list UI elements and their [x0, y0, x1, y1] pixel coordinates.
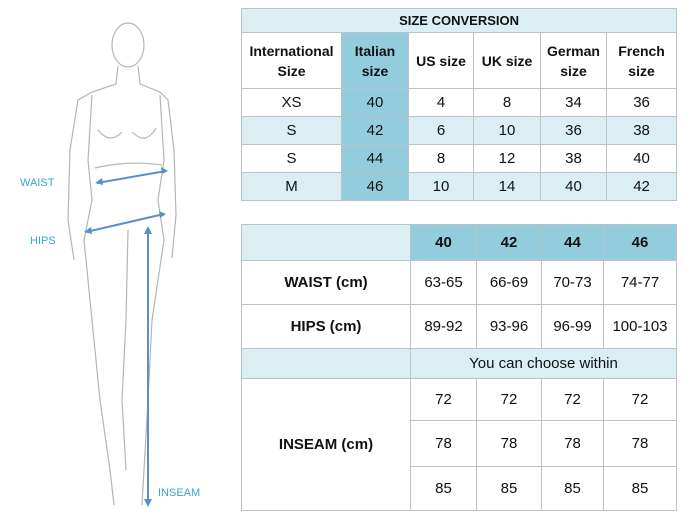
measure-cell: 100-103: [603, 304, 677, 349]
table-title: SIZE CONVERSION: [240, 8, 678, 33]
size-cell: M: [241, 172, 342, 201]
size-cell: 44: [341, 144, 409, 173]
inseam-label: INSEAM: [158, 487, 200, 499]
column-header: UK size: [473, 32, 541, 89]
note-spacer: [241, 348, 411, 379]
row-label: INSEAM (cm): [241, 378, 411, 511]
size-cell: 12: [473, 144, 541, 173]
measure-row: HIPS (cm) 89-92 93-96 96-99 100-103: [241, 304, 677, 349]
row-label: WAIST (cm): [241, 260, 411, 305]
title-row: SIZE CONVERSION: [240, 8, 678, 33]
header-row: International Size Italian size US size UK …: [241, 32, 678, 89]
inseam-row: INSEAM (cm) 72 72 72 72: [241, 378, 677, 511]
size-cell: XS: [241, 88, 342, 117]
size-header-row: 40 42 44 46: [241, 224, 677, 261]
inseam-cell: 85: [603, 466, 677, 511]
hips-label: HIPS: [30, 235, 56, 247]
size-cell: 14: [473, 172, 541, 201]
figure-sketch: WAIST HIPS INSEAM: [20, 22, 200, 507]
size-header: 40: [410, 224, 477, 261]
size-header: 44: [541, 224, 604, 261]
size-cell: 46: [341, 172, 409, 201]
size-header: 42: [476, 224, 542, 261]
corner-cell: [241, 224, 411, 261]
size-row: XS 40 4 8 34 36: [241, 88, 678, 117]
measure-cell: 70-73: [541, 260, 604, 305]
size-cell: 40: [605, 144, 678, 173]
size-cell: 38: [605, 116, 678, 145]
size-cell: 10: [408, 172, 474, 201]
size-cell: 40: [341, 88, 409, 117]
measure-row: WAIST (cm) 63-65 66-69 70-73 74-77: [241, 260, 677, 305]
measure-cell: 93-96: [476, 304, 542, 349]
size-header: 46: [603, 224, 677, 261]
inseam-cell: 85: [476, 466, 542, 511]
body-outline: [67, 22, 177, 506]
size-cell: 36: [540, 116, 607, 145]
inseam-cell: 85: [541, 466, 604, 511]
size-cell: 42: [605, 172, 678, 201]
inseam-cell: 72: [410, 378, 477, 421]
inseam-cell: 85: [410, 466, 477, 511]
size-cell: 34: [540, 88, 607, 117]
column-header: Italian size: [341, 32, 409, 89]
row-label: HIPS (cm): [241, 304, 411, 349]
inseam-cell: 78: [410, 420, 477, 467]
column-header: International Size: [241, 32, 342, 89]
size-cell: S: [241, 144, 342, 173]
measure-cell: 96-99: [541, 304, 604, 349]
waist-label: WAIST: [20, 177, 55, 189]
inseam-row: 85 85 85 85: [242, 466, 677, 511]
size-row: S 42 6 10 36 38: [241, 116, 678, 145]
size-cell: 8: [408, 144, 474, 173]
measurements-table: 40 42 44 46 WAIST (cm) 63-65 66-69 70-73 74-77 HI…: [241, 224, 677, 511]
size-row: S 44 8 12 38 40: [241, 144, 678, 173]
inseam-cell: 72: [476, 378, 542, 421]
inseam-cell: 72: [603, 378, 677, 421]
measure-cell: 63-65: [410, 260, 477, 305]
note-row: You can choose within: [241, 348, 677, 379]
size-cell: 8: [473, 88, 541, 117]
size-cell: 42: [341, 116, 409, 145]
measure-cell: 89-92: [410, 304, 477, 349]
measure-cell: 66-69: [476, 260, 542, 305]
inseam-cell: 72: [541, 378, 604, 421]
size-cell: S: [241, 116, 342, 145]
inseam-cell: 78: [541, 420, 604, 467]
size-cell: 4: [408, 88, 474, 117]
inseam-cell: 78: [603, 420, 677, 467]
column-header: French size: [605, 32, 678, 89]
column-header: US size: [408, 32, 474, 89]
size-conversion-table: SIZE CONVERSION International Size Italian…: [240, 8, 678, 201]
size-cell: 40: [540, 172, 607, 201]
note: You can choose within: [410, 348, 677, 379]
size-cell: 6: [408, 116, 474, 145]
measure-arrows: [84, 167, 168, 507]
measure-cell: 74-77: [603, 260, 677, 305]
size-cell: 10: [473, 116, 541, 145]
inseam-cell: 78: [476, 420, 542, 467]
size-cell: 38: [540, 144, 607, 173]
size-cell: 36: [605, 88, 678, 117]
size-row: M 46 10 14 40 42: [241, 172, 678, 201]
column-header: German size: [540, 32, 607, 89]
